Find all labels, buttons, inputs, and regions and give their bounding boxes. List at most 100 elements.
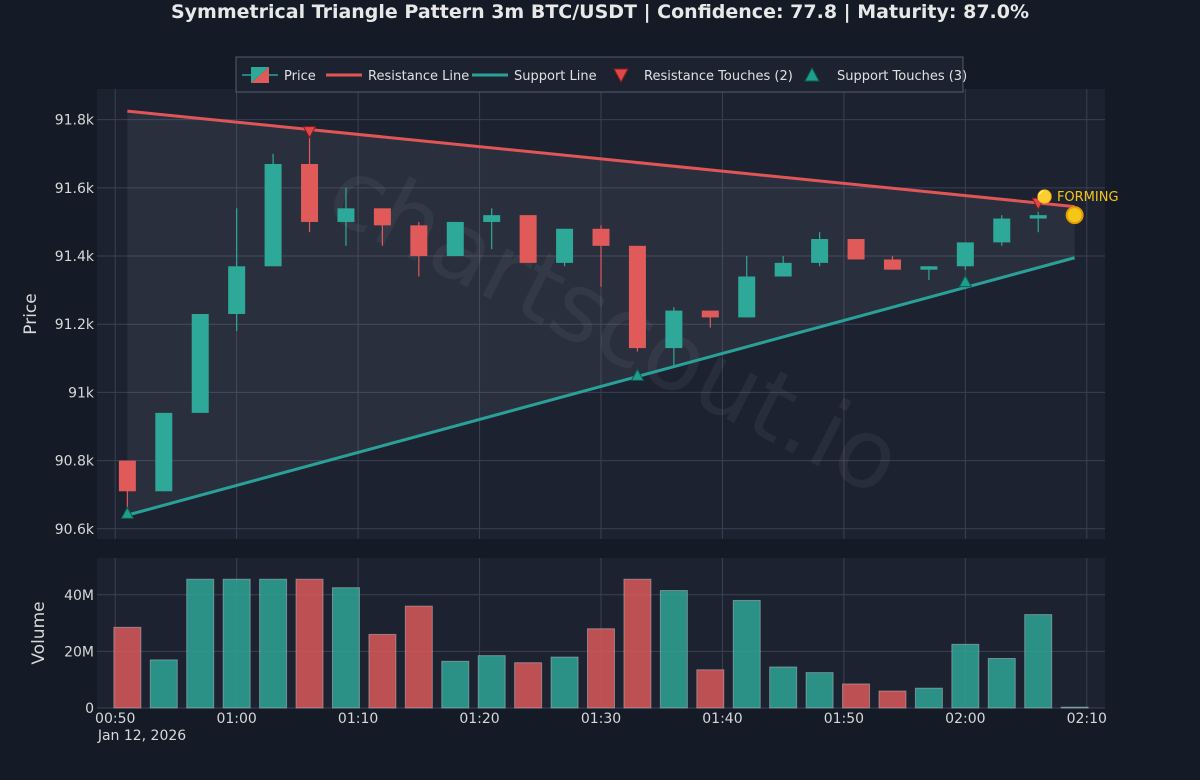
volume-bar <box>623 578 652 709</box>
price-tick-label: 91.4k <box>55 249 95 265</box>
price-tick-label: 90.6k <box>55 522 95 538</box>
triangle-layer <box>127 111 1075 516</box>
date-label: Jan 12, 2026 <box>97 728 186 744</box>
volume-bar <box>259 578 288 709</box>
candle-body <box>592 228 610 246</box>
volume-tick-label: 40M <box>64 588 94 604</box>
resistance-touch-marker <box>1031 197 1046 211</box>
touch-markers: 🟡 FORMING <box>120 126 1119 519</box>
volume-bar <box>477 655 506 709</box>
time-tick-label: 01:30 <box>581 711 621 727</box>
legend[interactable]: Price Resistance Line Support Line Resistan… <box>235 56 967 93</box>
support-touch-marker <box>630 368 645 381</box>
support-line <box>126 256 1076 517</box>
resistance-touch-marker <box>302 126 317 139</box>
price-tick-label: 91.2k <box>55 317 95 333</box>
legend-item[interactable]: Support Touches (3) <box>804 66 967 84</box>
volume-axis-title: Volume <box>29 601 49 664</box>
candles <box>118 133 1084 509</box>
candle-body <box>993 218 1011 243</box>
candle-body <box>337 208 355 222</box>
volume-tick-label: 20M <box>64 644 94 660</box>
candle-body <box>956 242 974 267</box>
pattern-lines <box>126 109 1076 517</box>
volume-bar <box>441 660 470 709</box>
candle-body <box>373 208 391 226</box>
legend-item[interactable]: Support Line <box>472 69 597 84</box>
candle-body <box>628 245 646 349</box>
time-tick-label: 01:00 <box>216 711 256 727</box>
volume-tick-label: 0 <box>85 701 94 717</box>
legend-label: Resistance Line <box>368 69 469 84</box>
price-axis-title: Price <box>21 293 41 334</box>
volume-bar <box>404 605 433 709</box>
volume-bar <box>659 590 688 709</box>
legend-item[interactable]: Resistance Touches (2) <box>613 68 793 84</box>
candle-body <box>847 239 865 260</box>
price-tick-label: 91.6k <box>55 181 95 197</box>
candle-body <box>774 262 792 277</box>
axes: 90.6k 90.8k 91k 91.2k 91.4k 91.6k 91.8k 0 20M 40M… <box>55 113 1107 727</box>
volume-bar <box>769 666 798 709</box>
forming-label: 🟡 FORMING <box>1037 189 1119 205</box>
candle-body <box>665 310 683 349</box>
candle-body <box>738 276 756 318</box>
grid <box>97 89 1105 709</box>
candle-body <box>701 310 719 318</box>
price-legend-swatch-down <box>251 67 269 83</box>
legend-label: Support Line <box>514 69 597 84</box>
volume-bar <box>186 578 215 709</box>
volume-bar <box>222 578 251 709</box>
legend-item[interactable]: Price <box>242 67 316 84</box>
volume-bar <box>842 683 871 709</box>
candle-body <box>118 460 136 492</box>
volume-bar <box>514 662 543 709</box>
legend-label: Support Touches (3) <box>837 69 967 84</box>
volume-bar <box>805 672 834 709</box>
volume-bar <box>295 578 324 709</box>
chart-title: Symmetrical Triangle Pattern 3m BTC/USDT… <box>171 1 1029 23</box>
candle-body <box>301 164 319 222</box>
volume-bar <box>149 659 178 709</box>
candle-body <box>228 266 246 314</box>
candle-body <box>483 215 501 222</box>
time-tick-label: 01:40 <box>702 711 742 727</box>
candle-body <box>556 228 574 263</box>
volume-bar <box>587 628 615 709</box>
candle-body <box>1029 215 1047 219</box>
price-tick-label: 91k <box>68 385 95 401</box>
volume-bar <box>696 669 725 709</box>
volume-bar <box>732 599 761 709</box>
time-tick-label: 02:10 <box>1067 711 1107 727</box>
candle-body <box>410 225 428 257</box>
volume-bar <box>987 657 1016 709</box>
volume-bar <box>550 656 579 709</box>
volume-bar <box>1060 706 1089 709</box>
price-tick-label: 91.8k <box>55 113 95 129</box>
volume-bar <box>368 633 397 709</box>
time-tick-label: 01:50 <box>824 711 864 727</box>
candle-body <box>920 266 938 270</box>
volume-bar <box>1024 614 1053 709</box>
candle-body <box>191 314 209 413</box>
legend-label: Resistance Touches (2) <box>644 69 793 84</box>
volume-bar <box>113 626 142 709</box>
legend-down-triangle <box>613 68 629 84</box>
candle-body <box>264 164 282 267</box>
legend-label: Price <box>284 69 316 84</box>
triangle-region <box>127 111 1075 516</box>
volume-bar <box>878 690 907 709</box>
time-tick-label: 00:50 <box>95 711 135 727</box>
candle-body <box>519 215 537 263</box>
volume-bars <box>113 578 1089 709</box>
time-tick-label: 02:00 <box>945 711 985 727</box>
volume-bar <box>951 643 980 709</box>
legend-item[interactable]: Resistance Line <box>326 69 469 84</box>
candle-body <box>155 412 173 492</box>
volume-bar <box>914 687 943 709</box>
support-touch-marker <box>958 274 973 288</box>
forming-point-marker <box>1065 206 1084 225</box>
price-tick-label: 90.8k <box>55 454 95 470</box>
support-touch-marker <box>120 506 135 519</box>
